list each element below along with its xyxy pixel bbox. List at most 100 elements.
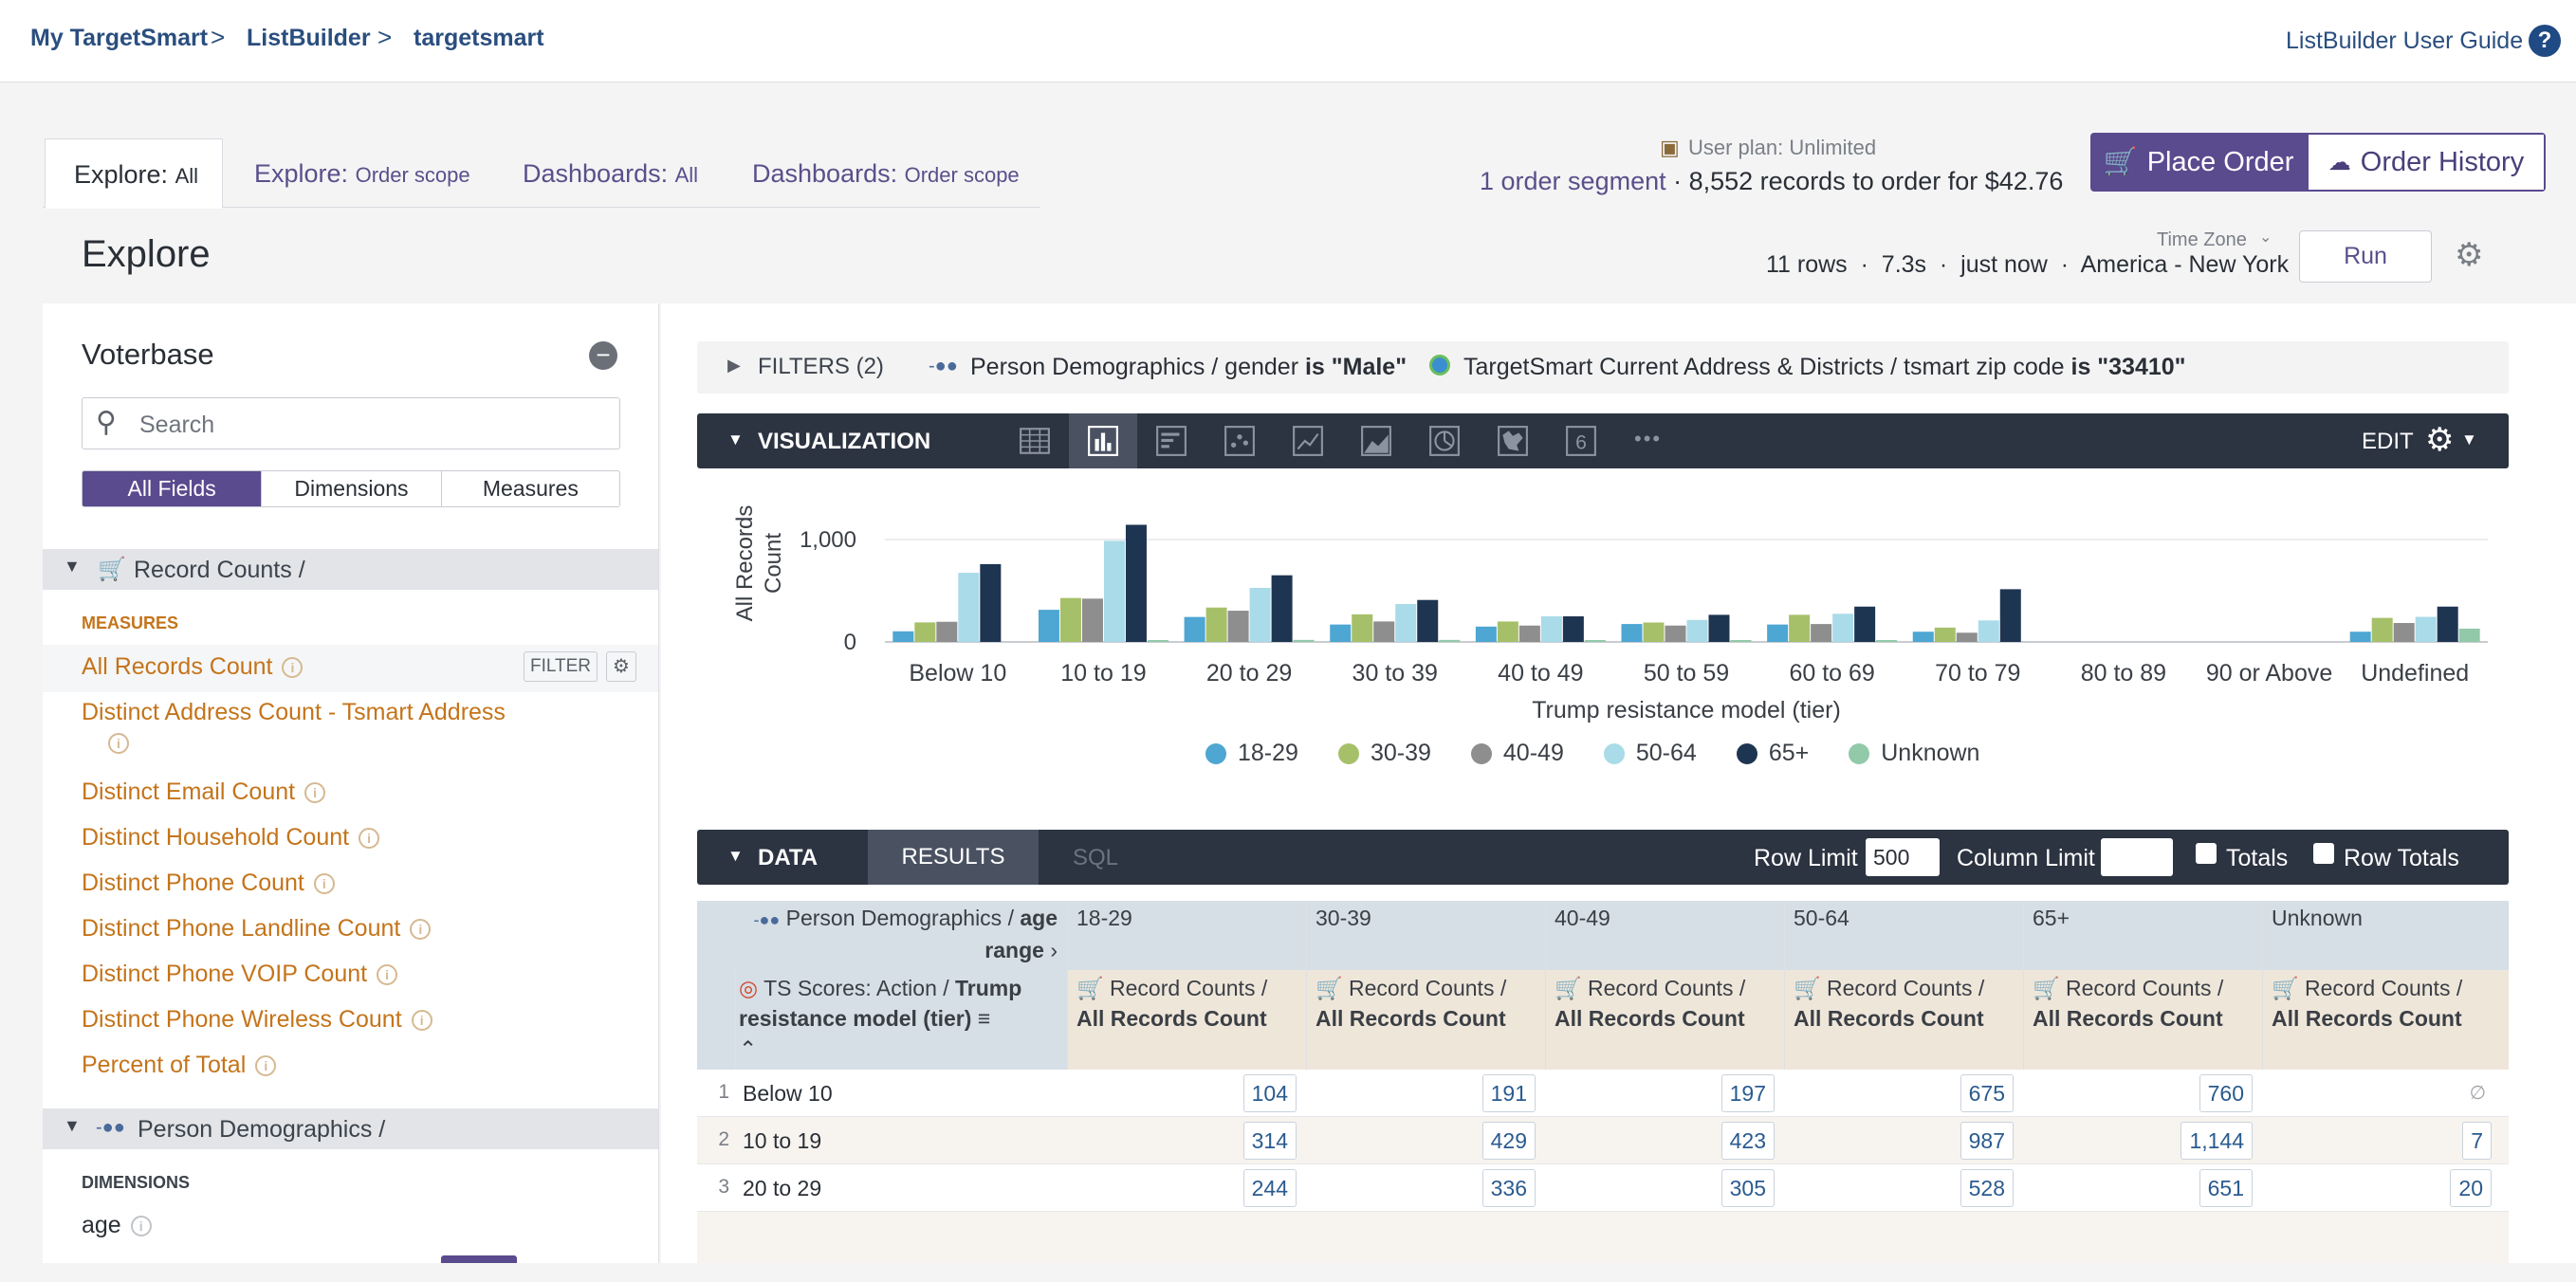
- gear-icon[interactable]: ⚙: [606, 651, 636, 682]
- caret-down-icon[interactable]: ▼: [2461, 430, 2477, 449]
- edit-button[interactable]: EDIT: [2362, 429, 2414, 454]
- single-value-icon[interactable]: 6: [1547, 413, 1615, 468]
- help-icon[interactable]: ?: [2529, 25, 2561, 57]
- table-cell-value[interactable]: 336: [1481, 1169, 1536, 1207]
- measure-header[interactable]: 🛒 Record Counts / All Records Count: [1555, 973, 1778, 1034]
- pivot-value-header[interactable]: 18-29: [1076, 906, 1132, 930]
- field-distinct-address-count[interactable]: Distinct Address Count - Tsmart Address: [82, 699, 506, 726]
- run-button[interactable]: Run: [2299, 230, 2432, 283]
- field-distinct-phone-count[interactable]: Distinct Phone Count i: [82, 870, 335, 897]
- bar-50-64-50 to 59[interactable]: [1686, 619, 1708, 642]
- breadcrumb-listbuilder[interactable]: ListBuilder: [247, 25, 371, 51]
- line-chart-icon[interactable]: [1274, 413, 1342, 468]
- filter-gender[interactable]: Person Demographics / gender is "Male": [970, 354, 1407, 381]
- table-cell-value[interactable]: 528: [1960, 1169, 2014, 1207]
- info-icon[interactable]: i: [255, 1055, 277, 1077]
- segment-measures[interactable]: Measures: [440, 471, 619, 506]
- table-cell-value[interactable]: 675: [1960, 1074, 2014, 1112]
- table-viz-icon[interactable]: [1001, 413, 1069, 468]
- bar-65+-40 to 49[interactable]: [1562, 616, 1584, 642]
- gear-icon[interactable]: ⚙: [2425, 422, 2455, 458]
- bar-40-49-20 to 29[interactable]: [1227, 611, 1249, 642]
- breadcrumb-targetsmart[interactable]: targetsmart: [414, 25, 544, 51]
- bar-30-39-60 to 69[interactable]: [1789, 614, 1811, 642]
- bar-Unknown-Undefined[interactable]: [2458, 628, 2480, 642]
- breadcrumb-my-targetsmart[interactable]: My TargetSmart: [30, 25, 209, 51]
- bar-Unknown-10 to 19[interactable]: [1147, 640, 1168, 642]
- bar-30-39-50 to 59[interactable]: [1643, 622, 1665, 642]
- bar-40-49-Undefined[interactable]: [2393, 623, 2415, 642]
- bar-Unknown-20 to 29[interactable]: [1293, 639, 1315, 642]
- scatter-chart-icon[interactable]: [1205, 413, 1274, 468]
- pivot-button-partial[interactable]: [441, 1255, 517, 1263]
- bar-40-49-30 to 39[interactable]: [1373, 621, 1395, 642]
- sort-icon[interactable]: ≡: [977, 1006, 991, 1031]
- person-demographics-view-header[interactable]: ▼ -●● Person Demographics /: [43, 1108, 658, 1149]
- field-percent-of-total[interactable]: Percent of Total i: [82, 1052, 277, 1079]
- table-cell-value[interactable]: 314: [1242, 1122, 1297, 1160]
- bar-30-39-30 to 39[interactable]: [1352, 614, 1373, 642]
- pie-chart-icon[interactable]: [1410, 413, 1479, 468]
- field-distinct-email-count[interactable]: Distinct Email Count i: [82, 778, 326, 806]
- filter-button[interactable]: FILTER: [524, 651, 598, 682]
- bar-18-29-Below 10[interactable]: [892, 631, 914, 642]
- pivot-value-header[interactable]: 65+: [2033, 906, 2070, 930]
- pivot-value-header[interactable]: 30-39: [1316, 906, 1371, 930]
- bar-18-29-Undefined[interactable]: [2349, 632, 2371, 642]
- bar-18-29-20 to 29[interactable]: [1184, 616, 1205, 642]
- bar-18-29-60 to 69[interactable]: [1767, 624, 1789, 642]
- bar-50-64-20 to 29[interactable]: [1249, 587, 1271, 642]
- measure-header[interactable]: 🛒 Record Counts / All Records Count: [1316, 973, 1539, 1034]
- field-distinct-household-count[interactable]: Distinct Household Count i: [82, 824, 380, 852]
- bar-18-29-30 to 39[interactable]: [1330, 624, 1352, 642]
- info-icon[interactable]: i: [411, 1010, 432, 1032]
- more-icon[interactable]: •••: [1634, 427, 1663, 450]
- bar-40-49-10 to 19[interactable]: [1081, 598, 1103, 642]
- table-cell-value[interactable]: 760: [2199, 1074, 2253, 1112]
- gear-icon[interactable]: ⚙: [2455, 237, 2484, 273]
- totals-checkbox[interactable]: [2196, 843, 2217, 864]
- map-chart-icon[interactable]: [1479, 413, 1547, 468]
- table-cell-value[interactable]: 429: [1481, 1122, 1536, 1160]
- pivot-value-header[interactable]: 50-64: [1794, 906, 1849, 930]
- measure-header[interactable]: 🛒 Record Counts / All Records Count: [2033, 973, 2256, 1034]
- filters-bar[interactable]: ▶ FILTERS (2) -●● Person Demographics / …: [697, 341, 2509, 394]
- field-all-records-count[interactable]: All Records Count i: [82, 653, 304, 681]
- tab-dashboards-all[interactable]: Dashboards: All: [523, 138, 698, 209]
- bar-30-39-Undefined[interactable]: [2371, 617, 2393, 642]
- bar-50-64-40 to 49[interactable]: [1540, 616, 1562, 642]
- legend-item[interactable]: 65+: [1736, 740, 1809, 778]
- time-zone-label[interactable]: Time Zone: [2157, 229, 2247, 250]
- caret-down-icon[interactable]: ▼: [727, 847, 744, 865]
- info-icon[interactable]: i: [359, 828, 380, 850]
- measure-header[interactable]: 🛒 Record Counts / All Records Count: [2272, 973, 2495, 1034]
- bar-40-49-50 to 59[interactable]: [1665, 625, 1686, 642]
- bar-18-29-40 to 49[interactable]: [1475, 626, 1497, 642]
- table-cell-value[interactable]: 7: [2462, 1122, 2492, 1160]
- table-cell-value[interactable]: 1,144: [2180, 1122, 2253, 1160]
- table-cell-value[interactable]: 191: [1481, 1074, 1536, 1112]
- field-age[interactable]: age i: [82, 1212, 152, 1239]
- search-input[interactable]: ⚲ Search: [82, 397, 620, 449]
- order-history-button[interactable]: ☁ Order History: [2307, 133, 2546, 192]
- bar-65+-10 to 19[interactable]: [1125, 524, 1147, 642]
- bar-40-49-Below 10[interactable]: [936, 621, 958, 642]
- table-cell-value[interactable]: 305: [1720, 1169, 1775, 1207]
- caret-down-icon[interactable]: ▼: [727, 430, 744, 449]
- legend-item[interactable]: 30-39: [1337, 740, 1431, 778]
- bar-Unknown-50 to 59[interactable]: [1730, 640, 1752, 642]
- field-distinct-phone-voip-count[interactable]: Distinct Phone VOIP Count i: [82, 961, 398, 988]
- bar-65+-70 to 79[interactable]: [1999, 589, 2021, 642]
- pivot-value-header[interactable]: Unknown: [2272, 906, 2363, 930]
- bar-30-39-Below 10[interactable]: [914, 622, 936, 642]
- bar-30-39-70 to 79[interactable]: [1934, 627, 1956, 642]
- collapse-icon[interactable]: −: [589, 341, 617, 370]
- bar-30-39-20 to 29[interactable]: [1205, 607, 1227, 642]
- segment-dimensions[interactable]: Dimensions: [261, 471, 440, 506]
- info-icon[interactable]: i: [130, 1216, 152, 1237]
- bar-Unknown-40 to 49[interactable]: [1584, 640, 1606, 642]
- table-cell-value[interactable]: 423: [1720, 1122, 1775, 1160]
- bar-65+-60 to 69[interactable]: [1854, 606, 1876, 642]
- tab-sql[interactable]: SQL: [1073, 845, 1119, 870]
- bar-65+-50 to 59[interactable]: [1708, 614, 1730, 642]
